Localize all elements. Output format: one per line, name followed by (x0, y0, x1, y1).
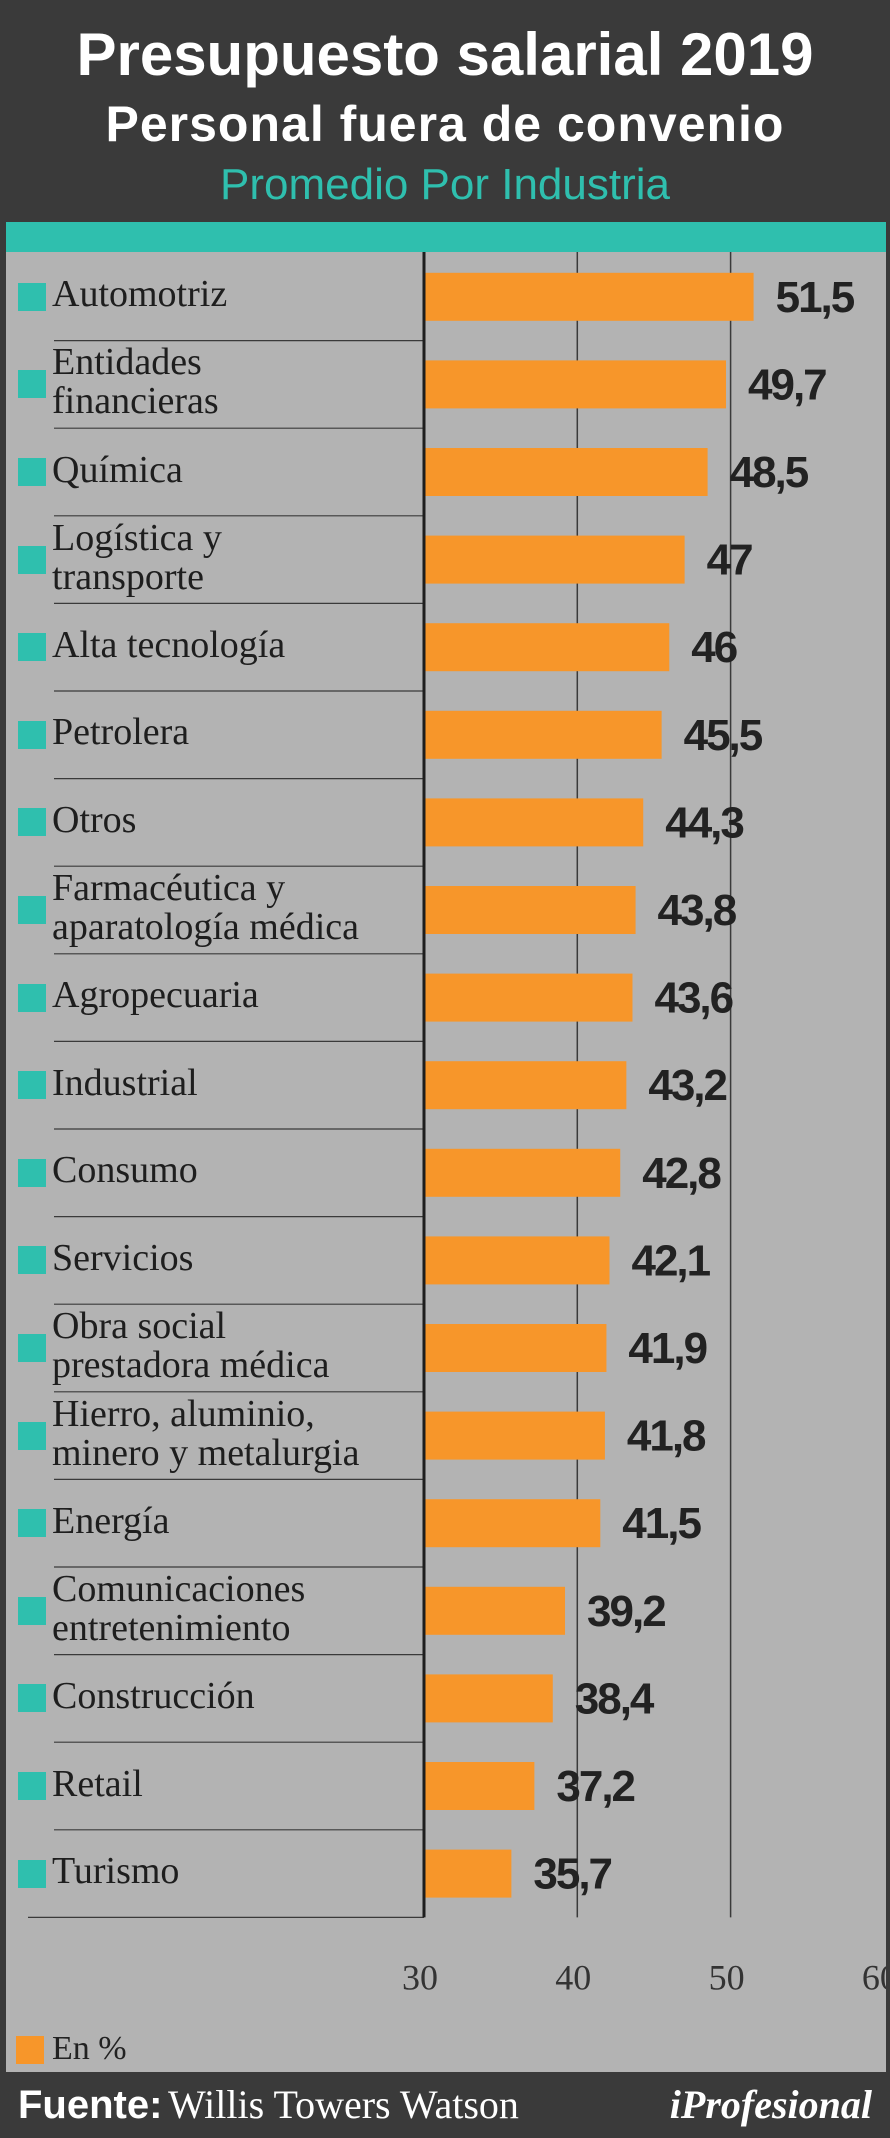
category-label: Comunicaciones entretenimiento (52, 1567, 306, 1649)
category-label: Consumo (52, 1149, 198, 1192)
bar-value-label: 41,8 (627, 1412, 706, 1461)
category-label: Petrolera (52, 711, 190, 754)
bar (424, 623, 670, 672)
category-label: Retail (52, 1762, 143, 1805)
source-value: Willis Towers Watson (168, 2082, 519, 2127)
bar-value-label: 44,3 (665, 798, 743, 847)
x-tick-label: 50 (709, 1957, 745, 1997)
bar-value-label: 41,5 (622, 1499, 701, 1548)
bar (424, 1674, 553, 1723)
category-marker (18, 1158, 46, 1187)
bar-value-label: 46 (691, 623, 736, 672)
category-label: Entidades financieras (52, 341, 219, 423)
category-marker (18, 1421, 46, 1450)
category-marker (18, 1509, 46, 1538)
category-marker (18, 1334, 46, 1362)
bar (424, 973, 633, 1022)
category-label: Servicios (52, 1236, 194, 1279)
category-label: Turismo (52, 1850, 180, 1893)
bar (424, 710, 662, 759)
category-label: Automotriz (52, 273, 228, 316)
bar-value-label: 39,2 (587, 1587, 665, 1636)
bar-value-label: 45,5 (684, 711, 763, 760)
category-marker (18, 370, 46, 399)
bar (424, 798, 644, 847)
chart-tagline: Promedio Por Industria (220, 160, 670, 209)
bar-value-label: 38,4 (575, 1674, 655, 1723)
bar (424, 886, 636, 934)
bar-value-label: 43,2 (648, 1061, 726, 1110)
header: Presupuesto salarial 2019 Personal fuera… (0, 0, 890, 224)
category-marker (18, 983, 46, 1012)
x-tick-label: 40 (555, 1957, 591, 1997)
category-marker (18, 1772, 46, 1800)
bar-value-label: 47 (707, 536, 752, 585)
category-label: Construcción (52, 1674, 255, 1717)
category-label: Química (52, 448, 183, 491)
category-label: Energía (52, 1499, 170, 1542)
category-label: Hierro, aluminio, minero y metalurgia (52, 1392, 360, 1474)
category-marker (18, 282, 46, 311)
category-label: Alta tecnología (52, 623, 286, 666)
bar (424, 1499, 601, 1548)
bar-value-label: 37,2 (556, 1762, 634, 1811)
bar-value-label: 48,5 (730, 448, 809, 497)
bar-value-label: 42,1 (631, 1236, 710, 1285)
header-accent-band (6, 222, 886, 252)
bar (424, 1762, 535, 1810)
bar-value-label: 49,7 (748, 360, 826, 409)
category-label: Farmacéutica y aparatología médica (52, 867, 360, 948)
bar-value-label: 51,5 (776, 273, 855, 322)
x-tick-label: 60 (862, 1957, 886, 1997)
bar-chart: 51,5 49,7 48,5 47 46 45,5 44,3 43,8 43,6 43,2 42,8… (28, 252, 886, 1997)
category-label: Agropecuaria (52, 974, 259, 1017)
category-label: Logística y transporte (52, 516, 222, 598)
category-marker (18, 1071, 46, 1100)
category-marker (18, 1596, 46, 1625)
bar-value-label: 35,7 (533, 1850, 611, 1899)
category-marker (18, 720, 46, 749)
chart-subtitle: Personal fuera de convenio (105, 96, 785, 152)
category-marker (18, 1684, 46, 1713)
category-marker (18, 1859, 46, 1888)
category-marker (18, 545, 46, 574)
bar-value-label: 43,6 (654, 974, 732, 1023)
bar-value-label: 43,8 (658, 886, 737, 935)
source-label: Fuente: (18, 2083, 163, 2127)
footer: Fuente: Willis Towers Watson iProfesiona… (6, 2072, 886, 2138)
category-marker (18, 808, 46, 837)
category-marker (18, 896, 46, 924)
bar (424, 1849, 512, 1898)
bar-value-label: 42,8 (642, 1149, 721, 1198)
bar (424, 535, 685, 584)
bar (424, 1324, 607, 1372)
bar (424, 360, 727, 409)
legend-swatch (16, 2036, 44, 2064)
category-label: Otros (52, 798, 137, 841)
category-label: Industrial (52, 1061, 198, 1104)
category-marker (18, 1246, 46, 1275)
bar (424, 1148, 621, 1197)
category-label: Obra social prestadora médica (52, 1305, 330, 1386)
category-marker (18, 633, 46, 662)
bar (424, 1411, 605, 1460)
bar (424, 1236, 610, 1285)
bar-value-label: 41,9 (628, 1324, 706, 1373)
bar (424, 272, 754, 321)
chart-panel: 51,5 49,7 48,5 47 46 45,5 44,3 43,8 43,6 43,2 42,8… (6, 252, 886, 2072)
bar (424, 1061, 627, 1110)
x-tick-label: 30 (402, 1957, 438, 1997)
chart-title: Presupuesto salarial 2019 (76, 21, 814, 88)
legend-label: En % (52, 2030, 127, 2067)
brand-logo: iProfesional (669, 2082, 872, 2127)
bar (424, 1586, 566, 1635)
category-marker (18, 458, 46, 486)
bar (424, 448, 708, 496)
